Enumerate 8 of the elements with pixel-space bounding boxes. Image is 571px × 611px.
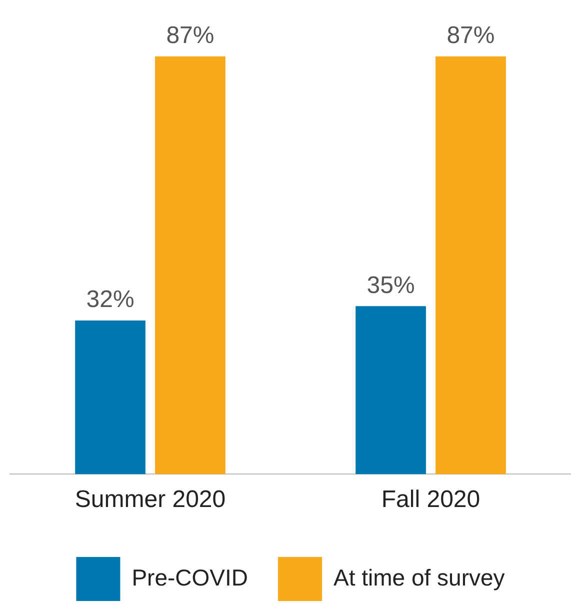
data-label: 87% (166, 22, 214, 50)
data-label: 35% (366, 272, 415, 299)
legend-label: Pre-COVID (132, 564, 248, 590)
data-label: 32% (86, 286, 134, 314)
x-tick-label: Fall 2020 (381, 486, 480, 514)
data-label: 87% (446, 22, 495, 50)
x-tick-label: Summer 2020 (74, 486, 226, 514)
legend-label: At time of survey (334, 564, 506, 590)
